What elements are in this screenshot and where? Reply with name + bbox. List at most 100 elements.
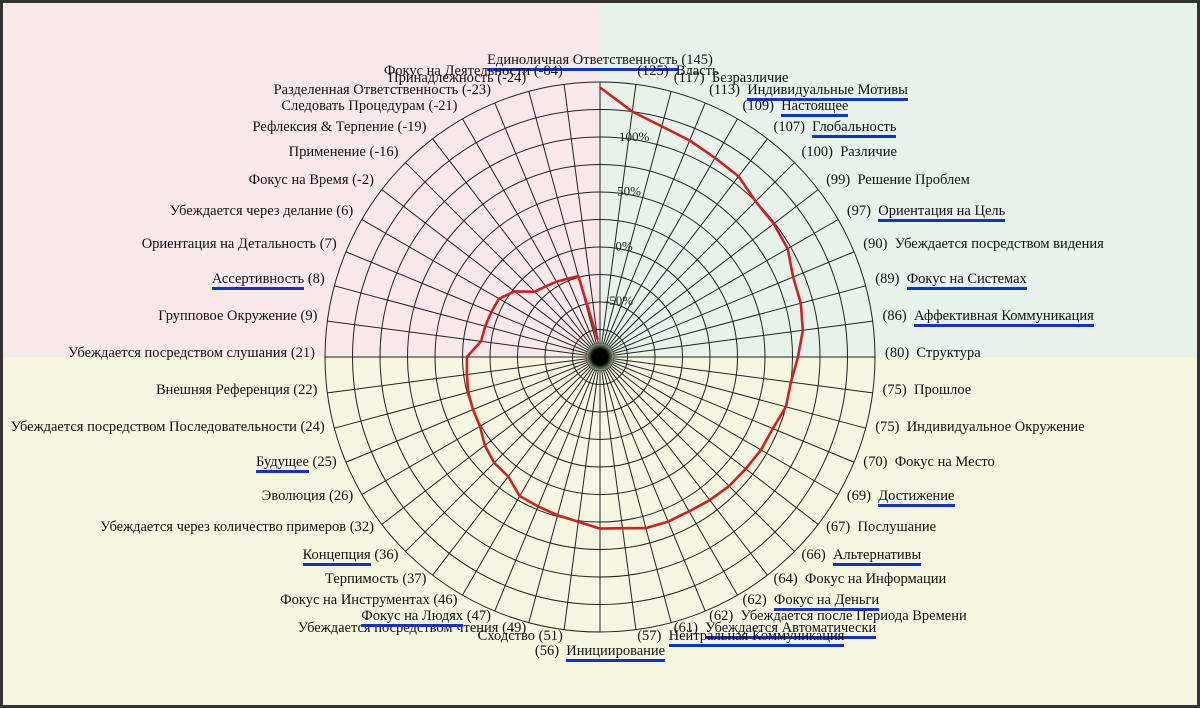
entry-label: Будущее (25) bbox=[256, 455, 337, 470]
entry-label: (89) Фокус на Системах bbox=[875, 272, 1027, 287]
entry-label: (97) Ориентация на Цель bbox=[847, 204, 1005, 219]
entry-text: Различие bbox=[840, 144, 897, 161]
entry-text: Глобальность bbox=[812, 119, 896, 138]
entry-label: (56) Инициирование bbox=[535, 644, 665, 659]
entry-text: Индивидуальное Окружение bbox=[907, 419, 1085, 436]
entry-text: Терпимость bbox=[325, 571, 399, 588]
entry-value: (64) bbox=[773, 571, 797, 587]
chart-frame: -50%0%50%100% Единоличная Ответственност… bbox=[0, 0, 1200, 708]
entry-label: Убеждается посредством Последовательност… bbox=[11, 420, 325, 435]
entry-value: (-16) bbox=[369, 144, 398, 160]
entry-label: (113) Индивидуальные Мотивы bbox=[709, 83, 908, 98]
entry-text: Будущее bbox=[256, 454, 309, 473]
entry-value: (25) bbox=[313, 454, 337, 470]
entry-text: Рефлексия & Терпение bbox=[252, 119, 393, 136]
entry-text: Инициирование bbox=[566, 643, 665, 662]
entry-value: (37) bbox=[402, 571, 426, 587]
entry-value: (24) bbox=[301, 419, 325, 435]
entry-label: (99) Решение Проблем bbox=[826, 173, 970, 188]
entry-label: Фокус на Инструментах (46) bbox=[280, 593, 457, 608]
entry-text: Послушание bbox=[858, 519, 937, 536]
entry-label: Убеждается через делание (6) bbox=[170, 204, 353, 219]
entry-value: (47) bbox=[467, 608, 491, 624]
entry-value: (66) bbox=[802, 547, 826, 563]
entry-label: (62) Фокус на Деньги bbox=[743, 593, 880, 608]
entry-label: Ассертивность (8) bbox=[212, 272, 325, 287]
entry-text: Прошлое bbox=[914, 382, 971, 399]
entry-text: Альтернативы bbox=[833, 547, 921, 566]
entry-text: Убеждается посредством видения bbox=[895, 236, 1104, 253]
entry-value: (99) bbox=[826, 172, 850, 188]
entry-label: (109) Настоящее bbox=[743, 99, 849, 114]
entry-text: Концепция bbox=[303, 547, 371, 566]
ring-label: 50% bbox=[617, 184, 641, 199]
entry-label: Эволюция (26) bbox=[262, 489, 353, 504]
entry-value: (69) bbox=[847, 488, 871, 504]
entry-label: (107) Глобальность bbox=[773, 120, 896, 135]
entry-value: (21) bbox=[291, 345, 315, 361]
entry-value: (109) bbox=[743, 98, 774, 114]
entry-value: (51) bbox=[539, 628, 563, 644]
entry-text: Фокус на Место bbox=[895, 454, 995, 471]
entry-text: Групповое Окружение bbox=[158, 308, 297, 325]
entry-value: (-84) bbox=[534, 63, 563, 79]
entry-label: (75) Индивидуальное Окружение bbox=[875, 420, 1084, 435]
entry-text: Нейтральная Коммуникация bbox=[669, 628, 845, 647]
entry-value: (57) bbox=[637, 628, 661, 644]
entry-label: Следовать Процедурам (-21) bbox=[281, 99, 457, 114]
entry-value: (117) bbox=[674, 70, 705, 86]
entry-label: (69) Достижение bbox=[847, 489, 955, 504]
entry-value: (8) bbox=[308, 271, 325, 287]
entry-label: Убеждается посредством слушания (21) bbox=[68, 346, 315, 361]
entry-value: (100) bbox=[802, 144, 833, 160]
entry-text: Ориентация на Цель bbox=[878, 203, 1005, 222]
entry-text: Эволюция bbox=[262, 488, 326, 505]
entry-text: Следовать Процедурам bbox=[281, 98, 425, 115]
entry-text: Структура bbox=[916, 345, 980, 362]
entry-label: Внешняя Референция (22) bbox=[156, 383, 318, 398]
entry-label: Ориентация на Детальность (7) bbox=[142, 237, 337, 252]
entry-text: Ассертивность bbox=[212, 271, 304, 290]
ring-label: -50% bbox=[605, 293, 633, 308]
entry-text: Применение bbox=[289, 144, 366, 161]
entry-label: (57) Нейтральная Коммуникация bbox=[637, 629, 844, 644]
entry-value: (70) bbox=[863, 454, 887, 470]
entry-text: Убеждается посредством слушания bbox=[68, 345, 287, 362]
entry-text: Аффективная Коммуникация bbox=[914, 308, 1094, 327]
entry-label: (86) Аффективная Коммуникация bbox=[883, 309, 1094, 324]
entry-text: Убеждается через количество примеров bbox=[100, 519, 346, 536]
entry-value: (22) bbox=[293, 382, 317, 398]
entry-label: (64) Фокус на Информации bbox=[773, 572, 946, 587]
entry-value: (97) bbox=[847, 203, 871, 219]
entry-text: Фокус на Деятельности bbox=[384, 63, 530, 80]
entry-label: (70) Фокус на Место bbox=[863, 455, 994, 470]
entry-label: (90) Убеждается посредством видения bbox=[863, 237, 1104, 252]
entry-text: Фокус на Системах bbox=[907, 271, 1027, 290]
entry-text: Достижение bbox=[878, 488, 954, 507]
entry-label: Групповое Окружение (9) bbox=[158, 309, 317, 324]
entry-text: Внешняя Референция bbox=[156, 382, 290, 399]
entry-label: (75) Прошлое bbox=[883, 383, 972, 398]
entry-label: (66) Альтернативы bbox=[802, 548, 922, 563]
entry-label: (100) Различие bbox=[802, 145, 897, 160]
entry-value: (7) bbox=[320, 236, 337, 252]
entry-value: (86) bbox=[883, 308, 907, 324]
entry-value: (80) bbox=[885, 345, 909, 361]
entry-value: (89) bbox=[875, 271, 899, 287]
entry-label: Терпимость (37) bbox=[325, 572, 426, 587]
entry-label: (67) Послушание bbox=[826, 520, 936, 535]
entry-text: Фокус на Время bbox=[249, 172, 349, 189]
ring-label: 100% bbox=[619, 129, 650, 144]
entry-value: (26) bbox=[329, 488, 353, 504]
entry-value: (56) bbox=[535, 643, 559, 659]
entry-label: (80) Структура bbox=[885, 346, 981, 361]
entry-text: Убеждается посредством Последовательност… bbox=[11, 419, 297, 436]
entry-value: (125) bbox=[637, 63, 668, 79]
entry-value: (-19) bbox=[398, 119, 427, 135]
entry-text: Решение Проблем bbox=[858, 172, 970, 189]
entry-text: Фокус на Информации bbox=[805, 571, 946, 588]
entry-text: Фокус на Инструментах bbox=[280, 592, 430, 609]
entry-value: (49) bbox=[502, 620, 526, 636]
entry-label: Фокус на Деятельности (-84) bbox=[384, 64, 563, 79]
entry-text: Фокус на Людях bbox=[361, 608, 463, 627]
